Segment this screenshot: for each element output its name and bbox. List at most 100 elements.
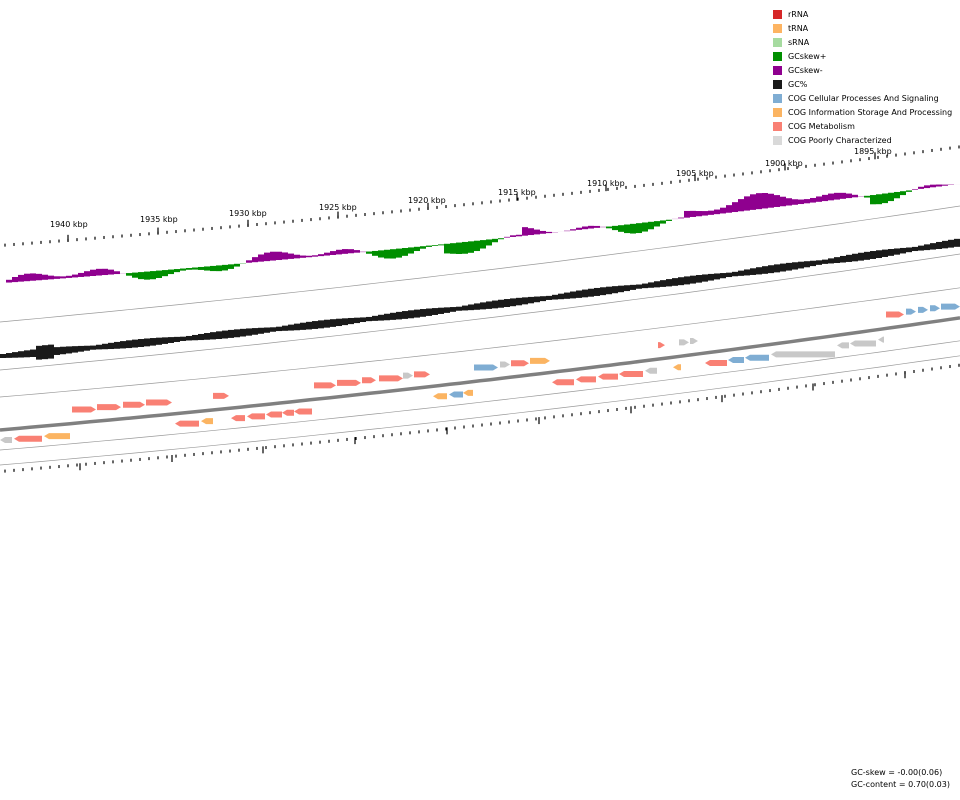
gc-content-bar xyxy=(48,344,54,359)
feature-arrow xyxy=(433,393,447,400)
gc-skew-negative-bar xyxy=(690,210,696,217)
gc-content-bar xyxy=(300,322,306,330)
gc-skew-negative-bar xyxy=(726,205,732,213)
gc-content-bar xyxy=(438,307,444,314)
gc-content-bar xyxy=(30,349,36,357)
gc-skew-positive-bar xyxy=(234,263,240,267)
feature-arrow xyxy=(201,418,213,425)
legend-item-cog-information: COG Information Storage And Processing xyxy=(773,107,960,121)
gc-content-bar xyxy=(732,271,738,277)
gc-content-bar xyxy=(636,284,642,289)
gc-skew-negative-bar xyxy=(252,257,258,263)
ruler-label: 1930 kbp xyxy=(229,209,267,218)
gc-content-bar xyxy=(156,337,162,345)
gc-skew-negative-bar xyxy=(594,225,600,228)
legend-swatch xyxy=(773,38,782,47)
gc-content-bar xyxy=(270,327,276,332)
ruler-label: 1925 kbp xyxy=(319,203,357,212)
legend-item-cog-poorly: COG Poorly Characterized xyxy=(773,135,960,149)
gc-content-bar xyxy=(276,326,282,332)
feature-arrow xyxy=(282,409,294,416)
gc-skew-negative-bar xyxy=(108,269,114,275)
gc-skew-track xyxy=(6,184,960,283)
gc-content-bar xyxy=(918,245,924,251)
gc-skew-positive-bar xyxy=(414,246,420,252)
gc-skew-positive-bar xyxy=(132,272,138,278)
gc-skew-positive-bar xyxy=(432,245,438,246)
track-line xyxy=(0,253,960,371)
gc-content-bar xyxy=(534,296,540,303)
gc-content-bar xyxy=(414,309,420,318)
feature-arrow xyxy=(14,435,42,442)
gc-content-bar xyxy=(570,291,576,299)
feature-arrow xyxy=(878,336,884,343)
gc-skew-positive-bar xyxy=(210,265,216,272)
gc-content-bar xyxy=(210,332,216,340)
gc-content-bar xyxy=(426,308,432,316)
gc-skew-negative-bar xyxy=(936,184,942,187)
feature-arrow xyxy=(645,367,657,374)
gc-skew-positive-bar xyxy=(216,265,222,272)
inner-tick-marks xyxy=(4,363,960,473)
gc-skew-negative-bar xyxy=(846,193,852,199)
gc-content-bar xyxy=(180,336,186,341)
legend-label: COG Poorly Characterized xyxy=(788,136,892,145)
gc-skew-positive-bar xyxy=(660,220,666,224)
legend-swatch xyxy=(773,136,782,145)
gc-skew-positive-bar xyxy=(474,240,480,252)
gc-skew-negative-bar xyxy=(60,276,66,279)
gc-content-bar xyxy=(336,318,342,327)
gc-content-bar xyxy=(684,276,690,285)
legend-item-srna: sRNA xyxy=(773,37,960,51)
gc-skew-negative-bar xyxy=(522,227,528,236)
gc-skew-positive-bar xyxy=(222,264,228,271)
gc-skew-negative-bar xyxy=(714,209,720,215)
gc-content-bar xyxy=(6,353,12,358)
gc-skew-negative-bar xyxy=(66,275,72,278)
legend-label: GCskew- xyxy=(788,66,823,75)
gc-content-bar xyxy=(720,273,726,279)
gc-content-bar xyxy=(660,280,666,287)
gc-content-bar xyxy=(588,288,594,297)
legend-label: rRNA xyxy=(788,10,809,19)
gc-content-bar xyxy=(516,297,522,306)
feature-arrow xyxy=(44,433,70,440)
gc-content-bar xyxy=(624,285,630,292)
gc-skew-negative-bar xyxy=(774,195,780,207)
gc-content-bar xyxy=(828,258,834,264)
gc-skew-positive-bar xyxy=(468,241,474,253)
gc-content-bar xyxy=(282,325,288,331)
gc-content-bar xyxy=(288,324,294,331)
feature-arrow xyxy=(463,389,473,396)
legend-swatch xyxy=(773,108,782,117)
gc-content-bar xyxy=(480,302,486,310)
gc-content-bar xyxy=(510,298,516,307)
feature-arrow xyxy=(690,337,698,344)
gc-skew-negative-bar xyxy=(504,236,510,238)
gc-content-bar xyxy=(810,260,816,267)
gc-content-bar xyxy=(12,352,18,358)
gc-content-bar xyxy=(252,328,258,335)
gc-skew-negative-bar xyxy=(12,276,18,283)
gc-content-bar xyxy=(372,315,378,321)
gc-content-bar xyxy=(804,261,810,268)
feature-arrow xyxy=(449,391,463,398)
gc-skew-negative-bar xyxy=(516,234,522,237)
gc-skew-negative-bar xyxy=(762,193,768,209)
feature-arrow xyxy=(294,408,312,415)
gc-content-bar xyxy=(42,345,48,360)
gc-skew-negative-bar xyxy=(768,193,774,208)
legend-label: COG Metabolism xyxy=(788,122,855,131)
legend-label: sRNA xyxy=(788,38,810,47)
feature-arrow xyxy=(598,373,618,380)
gc-content-bar xyxy=(294,323,300,331)
gc-content-bar xyxy=(864,251,870,260)
gc-skew-negative-bar xyxy=(24,273,30,282)
gc-skew-positive-bar xyxy=(876,194,882,205)
gc-skew-negative-bar xyxy=(264,252,270,262)
gc-content-bar xyxy=(114,341,120,349)
gc-skew-positive-bar xyxy=(186,268,192,270)
gc-skew-positive-bar xyxy=(204,266,210,271)
feature-arrow xyxy=(414,371,430,378)
gc-skew-positive-bar xyxy=(666,219,672,221)
